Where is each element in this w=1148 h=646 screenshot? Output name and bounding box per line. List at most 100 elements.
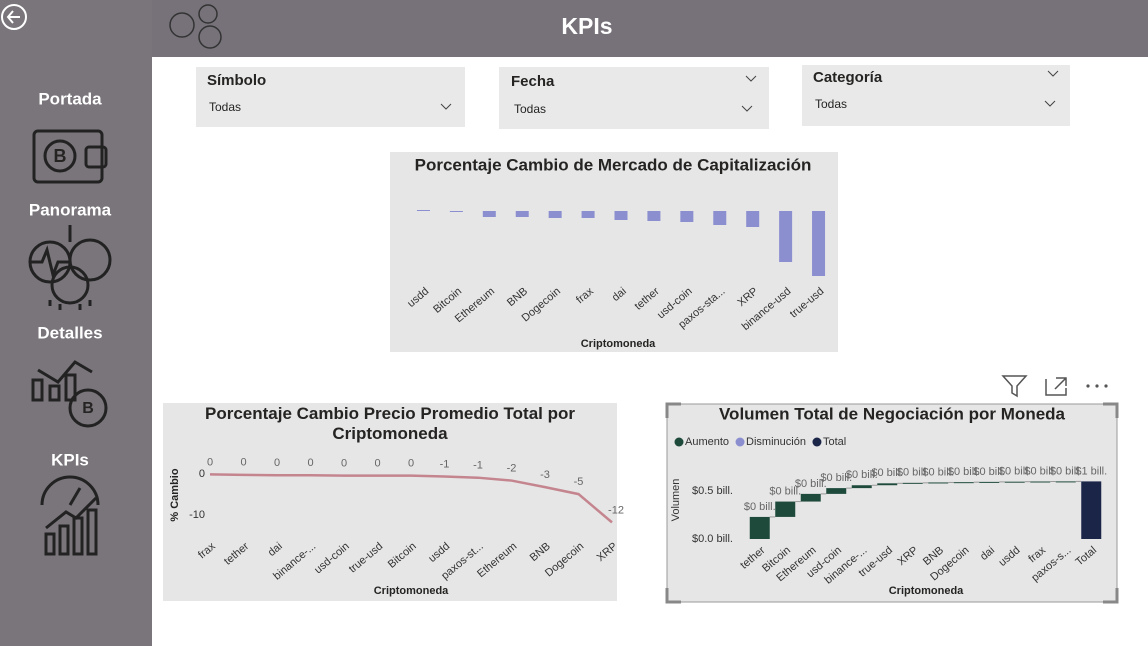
bar	[902, 482, 923, 484]
legend-label: Total	[823, 436, 846, 448]
bar	[775, 501, 796, 517]
chevron	[440, 103, 452, 110]
data-label: -2	[507, 462, 517, 474]
data-label: $0 bill.	[871, 467, 903, 479]
legend-swatch	[674, 437, 684, 447]
bar	[979, 481, 1000, 483]
chart-panel	[163, 403, 617, 601]
data-label: 0	[240, 457, 246, 469]
bar	[482, 211, 496, 217]
data-label: -12	[608, 504, 624, 516]
data-label: $0 bill.	[795, 478, 827, 490]
bar	[877, 483, 898, 486]
wallet-icon: B	[32, 129, 108, 184]
data-label: -1	[473, 460, 483, 472]
nav-panorama[interactable]: Panorama	[29, 200, 112, 219]
nav-kpis[interactable]: KPIs	[51, 450, 89, 469]
data-label: 0	[207, 456, 213, 468]
data-label: $0 bill.	[897, 467, 929, 479]
bar	[416, 210, 430, 211]
legend-label: Aumento	[685, 436, 729, 448]
svg-text:B: B	[82, 400, 94, 417]
chart-title: Porcentaje Cambio de Mercado de Capitali…	[415, 155, 812, 174]
chart-panel[interactable]	[666, 403, 1118, 603]
y-tick-label: 0	[199, 468, 205, 480]
panorama-icon	[28, 225, 112, 310]
y-tick-label: $0.5 bill.	[692, 485, 733, 497]
data-label: -3	[540, 469, 550, 481]
data-label: $0 bill.	[999, 466, 1031, 478]
data-label: $1 bill.	[1075, 465, 1107, 477]
legend-swatch	[812, 437, 822, 447]
data-label: -5	[574, 476, 584, 488]
bar	[713, 211, 727, 225]
selection-corners	[665, 402, 1119, 604]
filter-label: Símbolo	[207, 72, 266, 89]
back-button[interactable]	[1, 4, 27, 30]
filter-value: Todas	[815, 97, 847, 111]
chart-title: Volumen Total de Negociación por Moneda	[719, 404, 1066, 423]
bar	[953, 482, 974, 484]
bar	[928, 482, 949, 484]
data-label: $0 bill.	[820, 472, 852, 484]
back-arrow	[6, 10, 20, 24]
data-label: 0	[307, 457, 313, 469]
bar	[1055, 481, 1076, 483]
nav-detalles[interactable]: Detalles	[37, 323, 102, 342]
x-axis-title: Criptomoneda	[374, 585, 449, 597]
more-icon[interactable]	[1086, 384, 1108, 388]
bar	[680, 211, 694, 222]
data-label: $0 bill.	[948, 466, 980, 478]
bar	[614, 211, 628, 220]
header-title: KPIs	[561, 13, 612, 39]
data-label: -1	[440, 458, 450, 470]
filter-icon[interactable]	[1001, 375, 1028, 398]
kpis-icon	[40, 475, 100, 556]
data-label: $0 bill.	[1024, 465, 1056, 477]
detalles-icon: B	[31, 360, 108, 428]
bar	[515, 211, 529, 217]
bar	[449, 211, 463, 212]
bar	[779, 211, 793, 262]
data-label: $0 bill.	[744, 501, 776, 513]
bar	[746, 211, 760, 227]
chevron	[741, 75, 757, 112]
data-label: $0 bill.	[846, 469, 878, 481]
chart-panel	[390, 152, 838, 352]
visual-toolbar	[1001, 375, 1108, 398]
sidebar	[0, 0, 152, 646]
data-label: 0	[374, 458, 380, 470]
filter-fecha[interactable]	[499, 67, 769, 129]
filter-value: Todas	[209, 100, 241, 114]
bar	[647, 211, 661, 221]
bar	[826, 488, 847, 494]
filter-label: Categoría	[813, 69, 883, 86]
bar	[1081, 481, 1102, 539]
bar	[851, 485, 872, 489]
x-axis-title: Criptomoneda	[889, 585, 964, 597]
bar	[749, 516, 770, 539]
filter-categoria[interactable]	[802, 65, 1070, 126]
header-bar	[152, 0, 1148, 57]
y-tick-label: $0.0 bill.	[692, 533, 733, 545]
data-label: 0	[408, 458, 414, 470]
bar	[812, 211, 826, 276]
filter-label: Fecha	[511, 73, 555, 90]
header-icon	[169, 4, 222, 49]
filter-value: Todas	[514, 102, 546, 116]
legend-swatch	[735, 437, 745, 447]
y-tick-label: -10	[189, 509, 205, 521]
focus-icon[interactable]	[1045, 377, 1067, 396]
bar	[581, 211, 595, 218]
bar	[1004, 481, 1025, 483]
data-label: $0 bill.	[973, 466, 1005, 478]
data-label: 0	[274, 457, 280, 469]
bar	[548, 211, 562, 218]
nav-portada[interactable]: Portada	[38, 89, 102, 108]
line	[209, 473, 613, 524]
filter-simbolo[interactable]	[196, 67, 465, 127]
data-label: 0	[341, 458, 347, 470]
legend-label: Disminución	[746, 436, 806, 448]
